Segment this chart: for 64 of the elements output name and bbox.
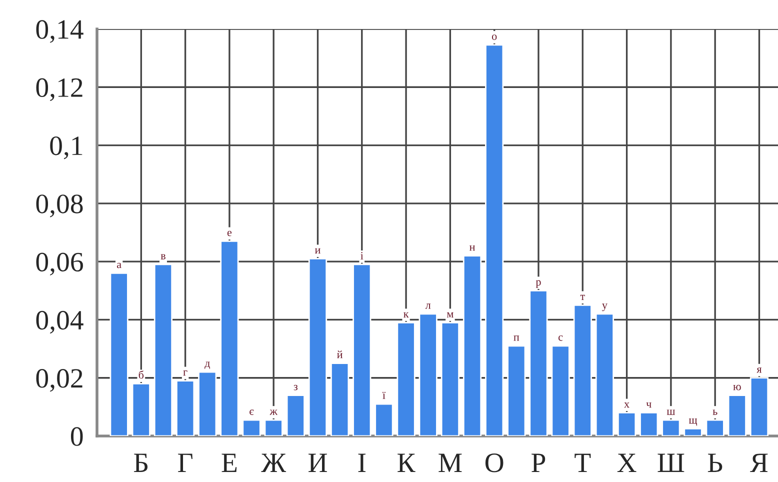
x-tick-label: Е [222, 454, 237, 472]
data-label: о [492, 34, 497, 40]
x-tick-label: К [398, 454, 416, 472]
x-tick-label: Ш [658, 454, 684, 472]
y-tick-label: 0,1 [50, 136, 82, 160]
data-label: е [227, 230, 232, 236]
data-label: ю [733, 384, 741, 390]
bar [242, 419, 261, 436]
data-label: д [204, 362, 210, 370]
y-tick-label: 0,02 [36, 369, 82, 392]
data-label: я [756, 368, 762, 373]
x-tick-label: Б [134, 454, 148, 472]
x-tick-label: Я [750, 454, 768, 472]
y-tick-label: 0,08 [36, 194, 83, 218]
data-label: п [514, 336, 520, 341]
bar [640, 412, 658, 436]
x-tick-label: Г [178, 454, 192, 472]
data-label: ш [666, 410, 676, 415]
data-label: щ [688, 418, 698, 426]
x-tick-label: Ь [708, 454, 722, 472]
data-label: й [337, 350, 343, 358]
y-tick-label: 0,04 [36, 310, 84, 334]
x-tick-label: І [358, 454, 366, 472]
y-tick-label: 0 [70, 427, 83, 446]
data-label: и [314, 248, 320, 254]
data-label: к [404, 312, 409, 318]
bar [198, 371, 217, 436]
data-label: а [117, 262, 122, 268]
data-label: р [536, 280, 541, 288]
data-label: л [425, 304, 431, 309]
data-label: ї [382, 392, 386, 399]
x-tick-label: М [438, 454, 462, 472]
bar [374, 403, 394, 436]
bar [418, 313, 438, 436]
bar [462, 255, 482, 436]
bar [595, 313, 614, 436]
y-tick-label: 0,12 [36, 78, 82, 102]
x-tick-label: Ж [261, 454, 286, 472]
x-tick-label: Т [574, 454, 591, 472]
x-tick-label: О [485, 454, 504, 472]
data-label: є [250, 410, 254, 415]
bar [330, 362, 350, 436]
data-label: с [558, 336, 563, 341]
data-label: з [294, 384, 298, 390]
x-tick-label: Х [617, 454, 636, 472]
data-label: м [446, 312, 454, 318]
data-label: в [160, 254, 166, 260]
x-tick-label: Р [532, 454, 546, 472]
data-label: і [360, 252, 364, 260]
y-tick-label: 0,14 [36, 20, 84, 43]
data-label: ж [270, 410, 278, 415]
data-label: ь [712, 410, 718, 415]
data-label: н [469, 246, 475, 251]
data-label: ч [646, 402, 652, 408]
bar [507, 345, 526, 436]
data-label: б [138, 370, 144, 379]
data-label: г [183, 370, 188, 376]
bar [286, 394, 305, 436]
bar [551, 345, 570, 436]
x-tick-label: И [308, 454, 327, 472]
data-label: т [580, 294, 585, 300]
data-label: х [624, 402, 630, 408]
y-tick-label: 0,06 [36, 252, 83, 276]
data-label: у [602, 304, 608, 312]
